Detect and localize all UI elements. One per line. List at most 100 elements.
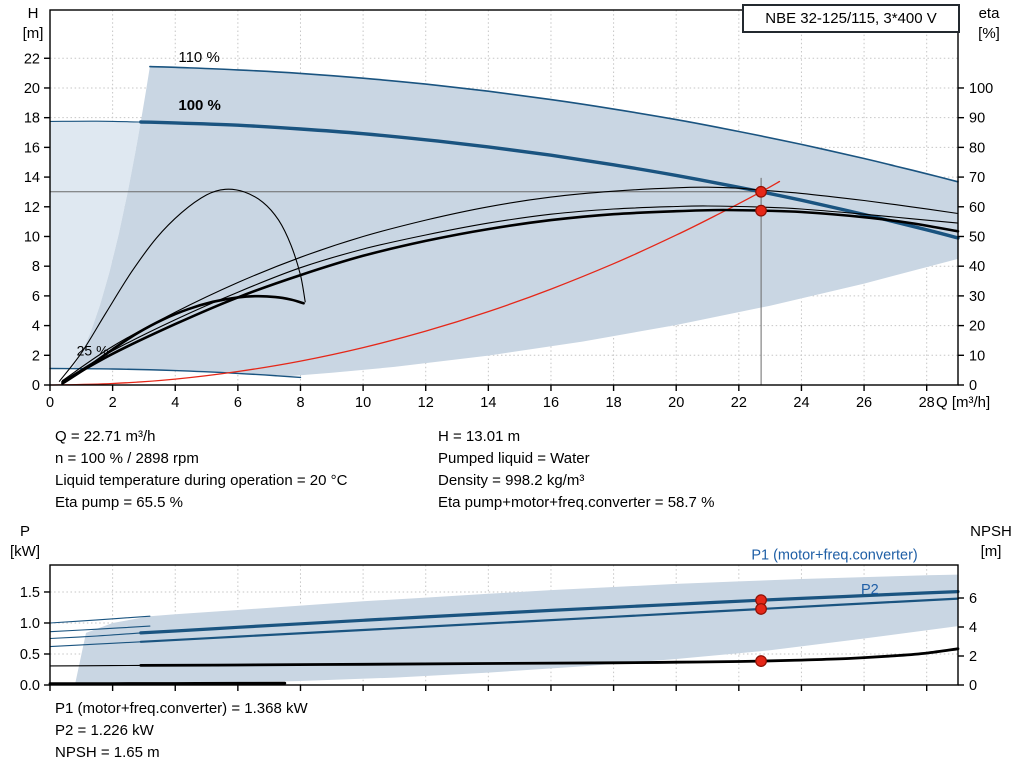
tick-label: 22 — [731, 395, 747, 411]
bottom-info: P1 (motor+freq.converter) = 1.368 kW P2 … — [55, 698, 308, 764]
tick-label: 22 — [24, 51, 40, 67]
info-eta-total: Eta pump+motor+freq.converter = 58.7 % — [438, 494, 715, 511]
npsh-curve — [139, 647, 960, 667]
tick-label: 20 — [668, 395, 684, 411]
tick-label: 4 — [969, 620, 977, 636]
red-affinity-parabola — [49, 180, 781, 386]
tick-label: 2 — [969, 649, 977, 665]
npsh-axis-title-unit: [m] — [980, 543, 1002, 560]
info-q: Q = 22.71 m³/h — [55, 428, 156, 445]
tick-label: 4 — [32, 319, 40, 335]
duty-point-p2 — [755, 603, 767, 615]
tick-label: 28 — [919, 395, 935, 411]
plot-frame — [49, 9, 959, 386]
h-axis-title-symbol: H — [27, 5, 39, 22]
p2-lowflow — [49, 641, 142, 648]
tick-label: 10 — [969, 348, 985, 364]
tick-label: 100 — [969, 81, 993, 97]
tick-label: 40 — [969, 259, 985, 275]
p-axis-title-symbol: P — [19, 523, 30, 540]
tick-label: 90 — [969, 111, 985, 127]
tick-label: 24 — [793, 395, 809, 411]
tick-label: 60 — [969, 200, 985, 216]
curve-25pct — [49, 367, 302, 379]
tick-label: 4 — [171, 395, 179, 411]
tick-label: 20 — [969, 319, 985, 335]
eta-axis-title: eta [%] — [966, 4, 1012, 44]
power-npsh-chart: 0.0 0.5 1.0 1.5 0 2 4 6 P1 (motor+freq.converter… — [20, 548, 977, 694]
eta-axis-title-symbol: eta — [978, 5, 1000, 22]
p1-lowflow — [49, 632, 142, 640]
eta-bell-thin — [58, 188, 306, 382]
pump-title: NBE 32-125/115, 3*400 V — [765, 10, 937, 27]
tick-label: 16 — [543, 395, 559, 411]
tick-label: 8 — [296, 395, 304, 411]
tick-label: 20 — [24, 81, 40, 97]
info-speed: n = 100 % / 2898 rpm — [55, 450, 199, 467]
tick-label: 0 — [969, 378, 977, 394]
curve-label: P2 — [861, 582, 879, 598]
tick-label: 6 — [32, 289, 40, 305]
npsh-lowflow — [49, 664, 142, 667]
p-axis-title: P [kW] — [2, 522, 48, 562]
eta-bell-thick — [61, 294, 305, 385]
h-axis-title: H [m] — [16, 4, 50, 44]
curve-100pct — [139, 120, 960, 240]
tick-label: 6 — [969, 591, 977, 607]
info-pumped-liquid: Pumped liquid = Water — [438, 450, 590, 467]
plot-frame — [49, 564, 959, 686]
tick-label: 14 — [480, 395, 496, 411]
tick-label: 12 — [418, 395, 434, 411]
duty-point-eta-total — [755, 204, 767, 217]
p-axis-title-unit: [kW] — [10, 543, 40, 560]
curve-label: 100 % — [178, 97, 221, 114]
info-density: Density = 998.2 kg/m³ — [438, 472, 585, 489]
p2-curve — [139, 597, 960, 643]
tick-label: 0 — [969, 678, 977, 694]
tick-label: 8 — [32, 259, 40, 275]
curve-110pct — [149, 65, 959, 183]
info-h: H = 13.01 m — [438, 428, 521, 445]
tick-label: 10 — [24, 229, 40, 245]
curve-label: P1 (motor+freq.converter) — [751, 548, 917, 564]
tick-label: 1.5 — [20, 585, 40, 601]
tick-label: 0 — [46, 395, 54, 411]
eta-total-thick — [61, 208, 960, 384]
tick-label: 2 — [32, 348, 40, 364]
envelope-light — [50, 121, 141, 369]
p1-110-lowflow — [49, 615, 151, 624]
tick-label: 70 — [969, 170, 985, 186]
duty-info-col1: Q = 22.71 m³/h n = 100 % / 2898 rpm Liqu… — [55, 426, 347, 514]
info-p2: P2 = 1.226 kW — [55, 722, 154, 739]
pump-title-box: NBE 32-125/115, 3*400 V — [742, 4, 960, 33]
h-axis-title-unit: [m] — [22, 25, 44, 42]
tick-label: 10 — [355, 395, 371, 411]
tick-label: 80 — [969, 140, 985, 156]
tick-label: 6 — [234, 395, 242, 411]
tick-label: 14 — [24, 170, 40, 186]
curve-label: 25 % — [77, 342, 109, 358]
p1-curve — [139, 590, 960, 635]
tick-label: 50 — [969, 229, 985, 245]
duty-info-col2: H = 13.01 m Pumped liquid = Water Densit… — [438, 426, 714, 514]
info-npsh: NPSH = 1.65 m — [55, 744, 160, 761]
duty-point-qh — [755, 185, 767, 198]
tick-label: 18 — [606, 395, 622, 411]
q-axis-label: Q [m³/h] — [936, 394, 991, 411]
info-p1: P1 (motor+freq.converter) = 1.368 kW — [55, 700, 308, 717]
eta-axis-title-unit: [%] — [978, 25, 1000, 42]
tick-label: 16 — [24, 140, 40, 156]
duty-point-npsh — [755, 655, 767, 667]
qh-eta-chart: 0246810121416182022010203040506070809010… — [24, 9, 993, 411]
info-eta-pump: Eta pump = 65.5 % — [55, 494, 183, 511]
tick-label: 12 — [24, 200, 40, 216]
tick-label: 0 — [32, 378, 40, 394]
tick-label: 0.0 — [20, 678, 40, 694]
curve-100pct-lowflow — [49, 120, 142, 123]
tick-label: 18 — [24, 111, 40, 127]
npsh-axis-title-symbol: NPSH — [970, 523, 1012, 540]
tick-label: 2 — [109, 395, 117, 411]
npsh-axis-title: NPSH [m] — [962, 522, 1020, 562]
tick-label: 1.0 — [20, 616, 40, 632]
